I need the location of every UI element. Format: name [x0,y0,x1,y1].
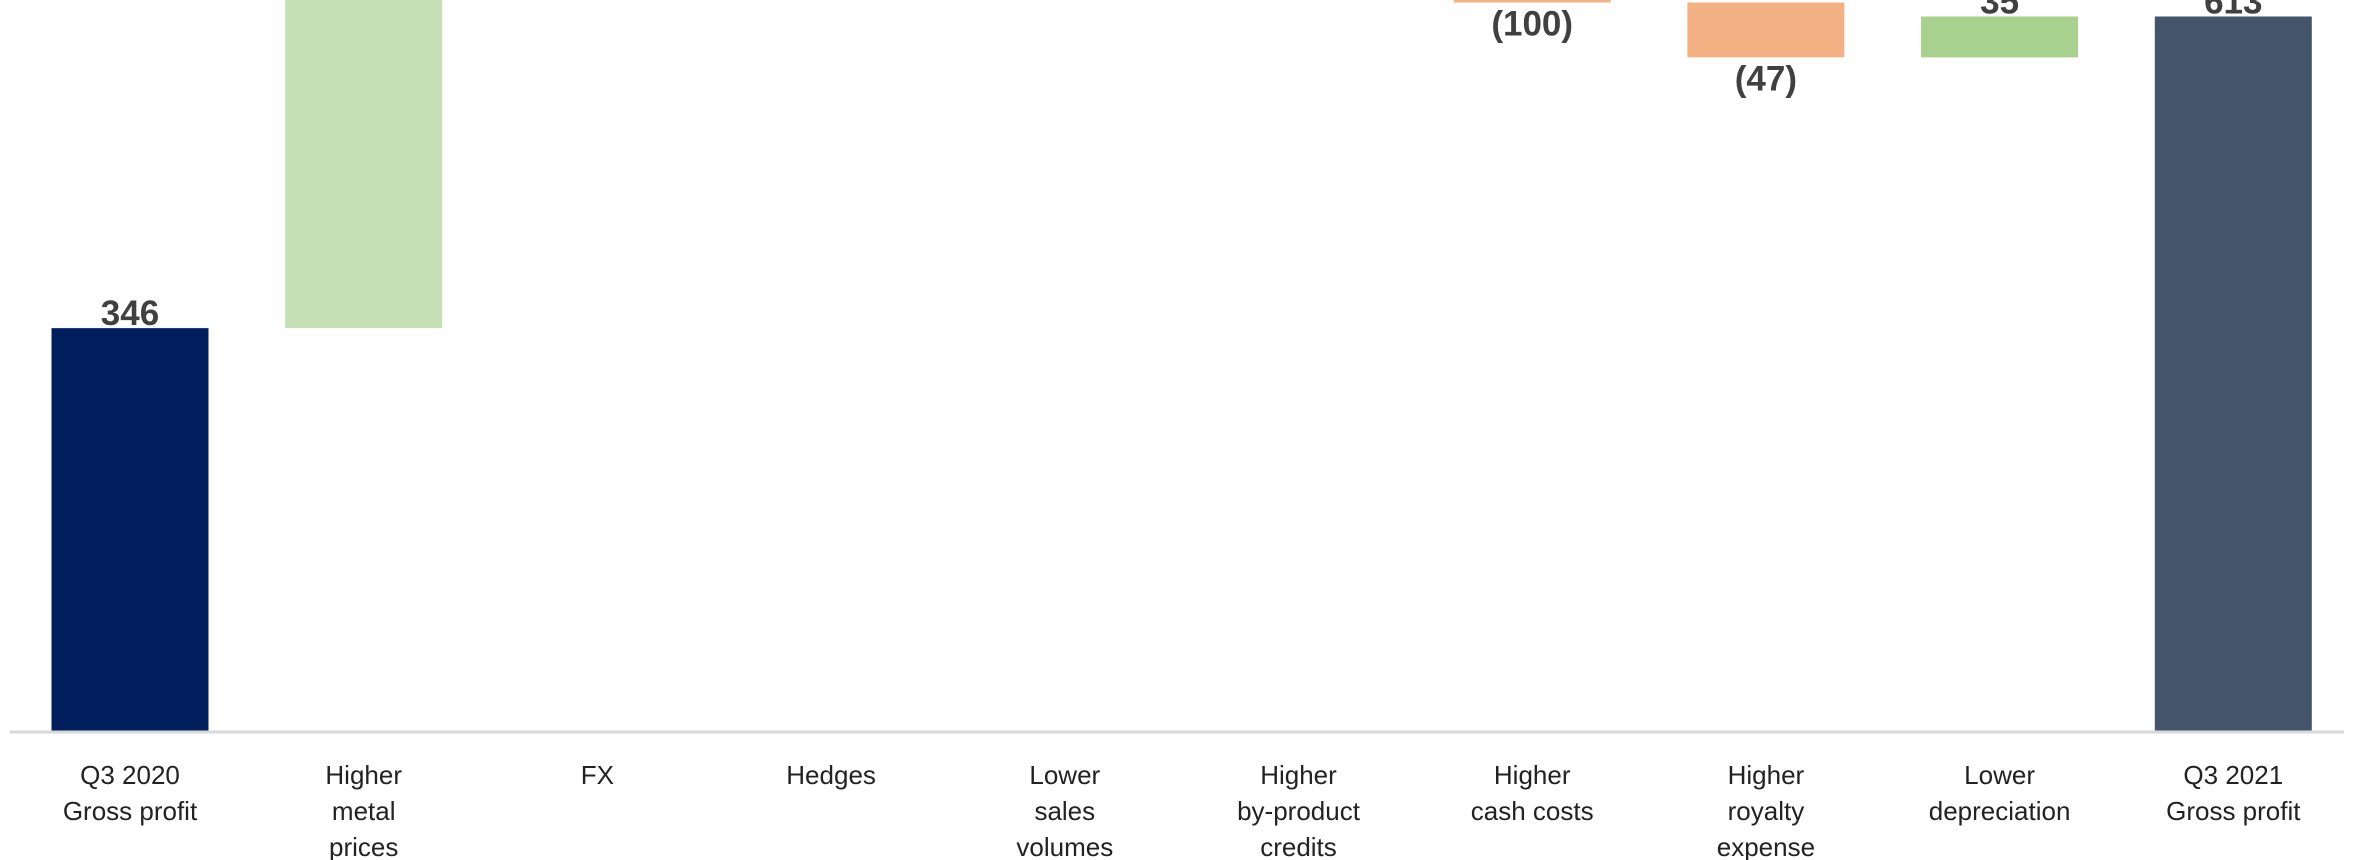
bars-layer [51,0,2312,733]
category-label-3: Hedges [786,760,876,790]
category-label-line: royalty [1728,796,1805,826]
category-label-7: Higher royalty expense [1717,760,1815,860]
category-label-line: Gross profit [2166,796,2301,826]
category-label-8: Lower depreciation [1929,760,2071,826]
category-label-5: Higher by-product credits [1237,760,1361,860]
category-label-line: FX [581,760,614,790]
category-label-line: sales [1034,796,1095,826]
category-label-line: Hedges [786,760,876,790]
bar-1 [285,0,443,329]
category-label-line: Higher [1494,760,1571,790]
bar-6 [1453,0,1611,3]
category-label-line: cash costs [1471,796,1594,826]
data-label-8: 35 [1980,0,2019,21]
category-label-line: depreciation [1929,796,2071,826]
category-label-line: Higher [1728,760,1805,790]
bar-7 [1687,2,1845,58]
category-label-line: Higher [325,760,402,790]
category-label-2: FX [581,760,614,790]
category-label-9: Q3 2021 Gross profit [2166,760,2301,826]
category-label-6: Higher cash costs [1471,760,1594,826]
category-label-line: Lower [1964,760,2035,790]
category-label-line: prices [329,832,398,860]
bar-9 [2154,16,2312,733]
category-label-line: Q3 2020 [80,760,180,790]
category-label-line: credits [1260,832,1337,860]
data-label-6: (100) [1491,4,1573,43]
category-label-line: expense [1717,832,1815,860]
category-label-line: Lower [1029,760,1100,790]
category-label-4: Lower sales volumes [1016,760,1113,860]
data-label-0: 346 [101,294,159,333]
category-labels-layer: Q3 2020 Gross profit Higher metal prices FX He… [63,760,2301,860]
data-label-9: 613 [2204,0,2262,21]
bar-0 [51,328,209,732]
category-label-line: Q3 2021 [2183,760,2283,790]
category-label-line: Gross profit [63,796,198,826]
category-label-line: volumes [1016,832,1113,860]
category-label-line: Higher [1260,760,1337,790]
category-label-line: by-product [1237,796,1361,826]
category-label-0: Q3 2020 Gross profit [63,760,198,826]
category-label-line: metal [332,796,396,826]
category-label-1: Higher metal prices [325,760,402,860]
data-label-7: (47) [1735,59,1797,98]
bar-8 [1921,16,2079,58]
